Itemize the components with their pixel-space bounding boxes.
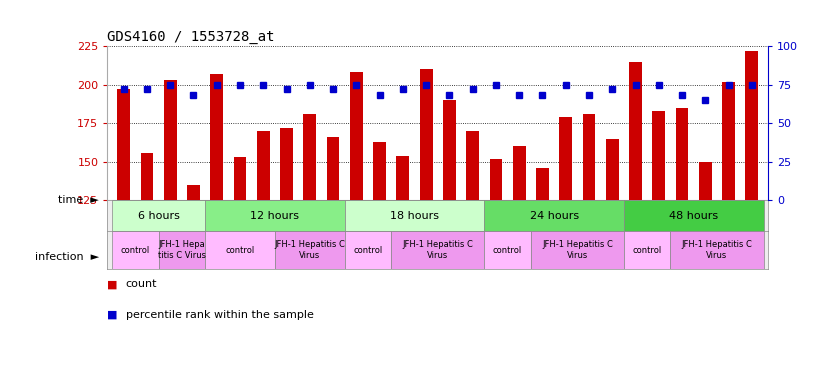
Bar bbox=[140, 152, 154, 200]
Bar bbox=[467, 131, 479, 200]
Bar bbox=[513, 146, 525, 200]
Bar bbox=[275, 231, 344, 269]
Bar bbox=[280, 128, 293, 200]
Bar bbox=[373, 142, 386, 200]
Bar bbox=[205, 200, 344, 231]
Bar bbox=[699, 162, 712, 200]
Bar bbox=[653, 111, 665, 200]
Bar bbox=[326, 137, 339, 200]
Bar bbox=[344, 200, 484, 231]
Bar bbox=[350, 72, 363, 200]
Bar bbox=[676, 108, 689, 200]
Text: control: control bbox=[633, 245, 662, 255]
Text: control: control bbox=[121, 245, 150, 255]
Bar bbox=[164, 80, 177, 200]
Text: percentile rank within the sample: percentile rank within the sample bbox=[126, 310, 313, 320]
Text: JFH-1 Hepatitis C
Virus: JFH-1 Hepatitis C Virus bbox=[681, 240, 752, 260]
Text: JFH-1 Hepa
titis C Virus: JFH-1 Hepa titis C Virus bbox=[158, 240, 206, 260]
Bar bbox=[257, 131, 269, 200]
Text: ■: ■ bbox=[107, 279, 121, 289]
Bar bbox=[531, 231, 624, 269]
Text: JFH-1 Hepatitis C
Virus: JFH-1 Hepatitis C Virus bbox=[274, 240, 345, 260]
Text: 24 hours: 24 hours bbox=[529, 211, 579, 221]
Text: GDS4160 / 1553728_at: GDS4160 / 1553728_at bbox=[107, 30, 275, 44]
Text: 18 hours: 18 hours bbox=[390, 211, 439, 221]
Text: time  ►: time ► bbox=[59, 195, 99, 205]
Bar bbox=[117, 89, 130, 200]
Text: 12 hours: 12 hours bbox=[250, 211, 299, 221]
Text: 6 hours: 6 hours bbox=[138, 211, 179, 221]
Bar bbox=[420, 69, 433, 200]
Bar bbox=[624, 200, 763, 231]
Bar bbox=[443, 100, 456, 200]
Bar bbox=[624, 231, 671, 269]
Bar bbox=[234, 157, 246, 200]
Bar bbox=[159, 231, 205, 269]
Text: JFH-1 Hepatitis C
Virus: JFH-1 Hepatitis C Virus bbox=[542, 240, 613, 260]
Bar bbox=[344, 231, 392, 269]
Text: ■: ■ bbox=[107, 310, 121, 320]
Bar bbox=[112, 200, 205, 231]
Bar bbox=[606, 139, 619, 200]
Bar bbox=[484, 200, 624, 231]
Bar bbox=[559, 117, 572, 200]
Bar bbox=[722, 81, 735, 200]
Text: count: count bbox=[126, 279, 157, 289]
Bar bbox=[746, 51, 758, 200]
Bar bbox=[396, 156, 409, 200]
Bar bbox=[582, 114, 596, 200]
Bar bbox=[671, 231, 763, 269]
Bar bbox=[392, 231, 484, 269]
Text: infection  ►: infection ► bbox=[35, 252, 99, 262]
Text: control: control bbox=[354, 245, 382, 255]
Bar bbox=[303, 114, 316, 200]
Bar bbox=[536, 168, 549, 200]
Text: 48 hours: 48 hours bbox=[669, 211, 719, 221]
Bar bbox=[490, 159, 502, 200]
Bar bbox=[629, 61, 642, 200]
Bar bbox=[187, 185, 200, 200]
Bar bbox=[211, 74, 223, 200]
Bar bbox=[112, 231, 159, 269]
Bar bbox=[484, 231, 531, 269]
Text: control: control bbox=[493, 245, 522, 255]
Bar bbox=[205, 231, 275, 269]
Text: control: control bbox=[225, 245, 254, 255]
Text: JFH-1 Hepatitis C
Virus: JFH-1 Hepatitis C Virus bbox=[402, 240, 473, 260]
